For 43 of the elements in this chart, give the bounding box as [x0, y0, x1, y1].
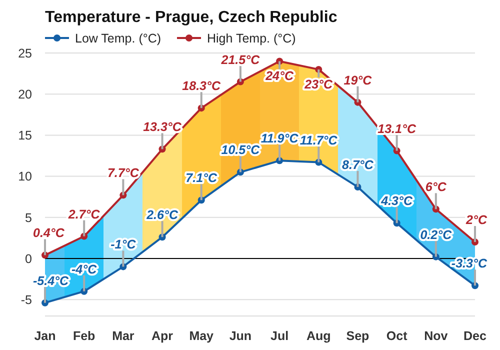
legend-label: Low Temp. (°C) [75, 31, 162, 46]
x-tick-label: Jul [270, 329, 289, 343]
data-label: 11.7°C [300, 133, 338, 148]
y-tick-label: 5 [25, 210, 32, 225]
data-label: 7.1°C [186, 171, 218, 186]
data-label: -1°C [110, 238, 137, 252]
x-tick-label: Aug [306, 329, 331, 343]
data-label: 0.4°C [33, 226, 66, 240]
data-label: 11.9°C [260, 132, 300, 146]
data-label: 2.7°C [67, 207, 101, 222]
data-label: 7.7°C [107, 166, 140, 180]
x-tick-label: Oct [386, 329, 408, 343]
x-tick-label: Apr [152, 329, 174, 343]
x-tick-label: May [189, 329, 214, 343]
data-label: 23°C [304, 77, 334, 92]
data-label: 6°C [425, 180, 448, 194]
data-label: 19°C [344, 73, 373, 88]
legend-label: High Temp. (°C) [207, 31, 296, 46]
data-label: 18.3°C [182, 79, 222, 94]
y-tick-label: 25 [18, 46, 32, 60]
data-label: 4.3°C [380, 194, 414, 208]
data-label: 8.7°C [342, 158, 374, 172]
x-tick-label: Nov [424, 329, 448, 343]
x-tick-label: Sep [346, 329, 370, 343]
data-label: 24°C [264, 69, 294, 84]
data-label: 10.5°C [221, 143, 261, 158]
y-tick-label: 10 [18, 170, 32, 184]
y-tick-label: 0 [25, 252, 32, 266]
chart-title: Temperature - Prague, Czech Republic [45, 9, 338, 26]
data-label: 21.5°C [220, 52, 261, 67]
y-tick-label: 20 [18, 87, 32, 102]
x-tick-label: Mar [112, 329, 134, 343]
x-tick-label: Feb [72, 329, 96, 343]
data-label: 13.3°C [143, 120, 182, 134]
data-label: 2.6°C [146, 208, 179, 222]
x-tick-label: Jun [229, 329, 252, 343]
x-tick-label: Dec [464, 329, 487, 343]
y-tick-label: 15 [18, 128, 32, 143]
data-label: 2°C [465, 213, 488, 228]
data-label: -4°C [72, 262, 98, 276]
data-label: 0.2°C [420, 228, 453, 242]
y-tick-label: -5 [20, 292, 32, 307]
x-tick-label: Jan [34, 329, 56, 343]
